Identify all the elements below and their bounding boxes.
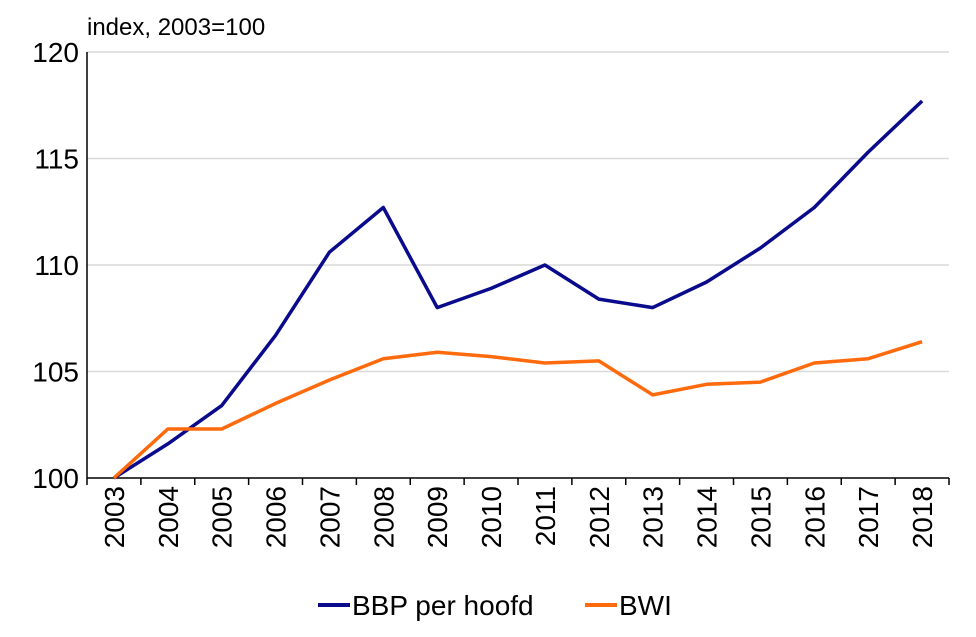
y-tick-labels: 100 105 110 115 120 (32, 37, 79, 494)
y-tick-label: 100 (32, 463, 79, 494)
series-line-bbp-per-hoofd (112, 99, 924, 480)
x-tick-label: 2010 (476, 486, 507, 548)
x-tick-label: 2008 (368, 486, 399, 548)
x-tick-label: 2017 (853, 486, 884, 548)
x-tick-label: 2004 (153, 486, 184, 548)
x-tick-label: 2007 (314, 486, 345, 548)
x-tick-label: 2003 (99, 486, 130, 548)
x-tick-label: 2013 (638, 486, 669, 548)
x-tick-label: 2006 (261, 486, 292, 548)
x-tick-label: 2011 (530, 486, 561, 546)
x-tick-label: 2009 (422, 486, 453, 548)
x-tick-label: 2018 (907, 486, 938, 548)
x-tick-label: 2014 (692, 486, 723, 548)
x-tick-label: 2016 (799, 486, 830, 548)
x-tick-label: 2015 (745, 486, 776, 548)
series-lines (112, 99, 924, 480)
unit-label: index, 2003=100 (87, 14, 265, 41)
legend-label: BBP per hoofd (352, 590, 534, 621)
gridlines (87, 51, 949, 373)
legend: BBP per hoofd BWI (318, 590, 672, 621)
x-tick-labels: 2003 2004 2005 2006 2007 2008 2009 2010 2011 2012… (99, 486, 938, 548)
y-tick-label: 120 (32, 37, 79, 68)
y-tick-label: 105 (32, 357, 79, 388)
legend-label: BWI (619, 590, 672, 621)
series-line-bwi (112, 340, 923, 480)
x-tick-label: 2005 (207, 486, 238, 548)
x-tick-label: 2012 (584, 486, 615, 548)
y-tick-label: 110 (34, 250, 79, 281)
axes (86, 52, 950, 485)
y-tick-label: 115 (34, 144, 79, 175)
